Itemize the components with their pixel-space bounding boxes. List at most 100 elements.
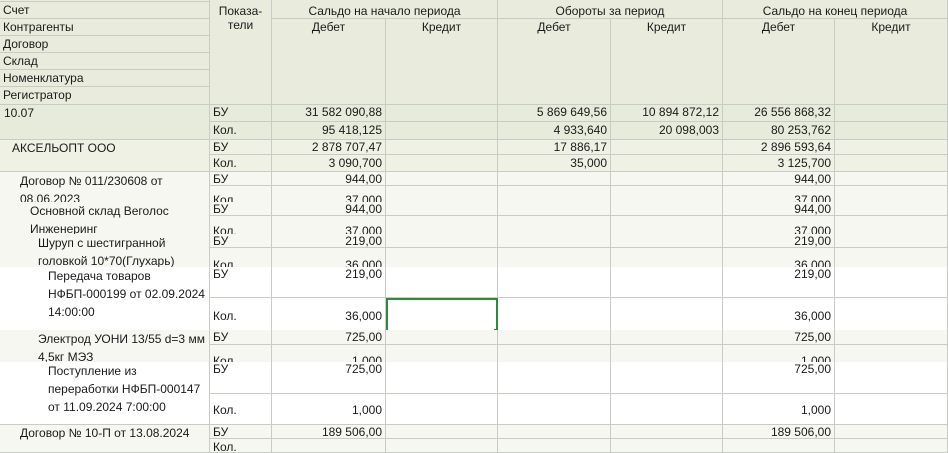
row-bu-value-0-2[interactable]: 5 869 649,56 bbox=[498, 105, 611, 122]
row-kol-value-1-3[interactable] bbox=[611, 155, 723, 172]
row-kol-value-1-1[interactable] bbox=[386, 155, 498, 172]
row-bu-value-1-1[interactable] bbox=[386, 140, 498, 155]
row-kol-value-8-2[interactable] bbox=[498, 439, 611, 453]
row-bu-value-2-4[interactable]: 944,00 bbox=[723, 172, 835, 186]
row-bu-value-0-4[interactable]: 26 556 868,32 bbox=[723, 105, 835, 122]
header-dim-1[interactable]: Контрагенты bbox=[0, 19, 210, 36]
header-debit-0[interactable]: Дебет bbox=[272, 19, 386, 105]
row-kol-value-7-3[interactable] bbox=[611, 394, 723, 425]
row-kol-value-8-0[interactable] bbox=[272, 439, 386, 453]
row-bu-value-3-5[interactable] bbox=[835, 202, 948, 216]
row-bu-value-2-3[interactable] bbox=[611, 172, 723, 186]
row-kol-value-7-1[interactable] bbox=[386, 394, 498, 425]
row-name-5[interactable]: Передача товаров НФБП-000199 от 02.09.20… bbox=[0, 267, 210, 333]
row-bu-value-8-2[interactable] bbox=[498, 425, 611, 439]
row-name-7[interactable]: Поступление из переработки НФБП-000147 о… bbox=[0, 362, 210, 425]
header-credit-2[interactable]: Кредит bbox=[835, 19, 948, 105]
row-bu-value-5-2[interactable] bbox=[498, 267, 611, 298]
row-bu-value-0-3[interactable]: 10 894 872,12 bbox=[611, 105, 723, 122]
row-bu-value-4-2[interactable] bbox=[498, 234, 611, 248]
row-bu-value-2-2[interactable] bbox=[498, 172, 611, 186]
row-kol-value-1-0[interactable]: 3 090,700 bbox=[272, 155, 386, 172]
row-bu-value-8-5[interactable] bbox=[835, 425, 948, 439]
row-bu-value-1-4[interactable]: 2 896 593,64 bbox=[723, 140, 835, 155]
header-debit-2[interactable]: Дебет bbox=[723, 19, 835, 105]
row-bu-value-7-3[interactable] bbox=[611, 362, 723, 394]
header-group-2[interactable]: Сальдо на конец периода bbox=[723, 0, 948, 19]
row-bu-value-0-0[interactable]: 31 582 090,88 bbox=[272, 105, 386, 122]
row-bu-value-0-1[interactable] bbox=[386, 105, 498, 122]
header-dim-5[interactable]: Регистратор bbox=[0, 87, 210, 105]
row-kol-value-5-2[interactable] bbox=[498, 298, 611, 333]
row-bu-value-3-0[interactable]: 944,00 bbox=[272, 202, 386, 216]
row-bu-value-2-1[interactable] bbox=[386, 172, 498, 186]
row-bu-value-8-4[interactable]: 189 506,00 bbox=[723, 425, 835, 439]
row-bu-value-2-0[interactable]: 944,00 bbox=[272, 172, 386, 186]
selected-cell[interactable] bbox=[386, 298, 498, 333]
row-bu-value-6-4[interactable]: 725,00 bbox=[723, 330, 835, 345]
row-bu-value-1-0[interactable]: 2 878 707,47 bbox=[272, 140, 386, 155]
row-bu-value-1-5[interactable] bbox=[835, 140, 948, 155]
header-dim-2[interactable]: Договор bbox=[0, 36, 210, 53]
row-kol-value-5-0[interactable]: 36,000 bbox=[272, 298, 386, 333]
header-dim-4[interactable]: Номенклатура bbox=[0, 70, 210, 87]
row-bu-value-7-0[interactable]: 725,00 bbox=[272, 362, 386, 394]
row-bu-value-2-5[interactable] bbox=[835, 172, 948, 186]
header-dim-3[interactable]: Склад bbox=[0, 53, 210, 70]
row-kol-value-5-3[interactable] bbox=[611, 298, 723, 333]
header-group-0[interactable]: Сальдо на начало периода bbox=[272, 0, 498, 19]
row-kol-value-8-5[interactable] bbox=[835, 439, 948, 453]
row-bu-value-5-0[interactable]: 219,00 bbox=[272, 267, 386, 298]
row-bu-value-4-4[interactable]: 219,00 bbox=[723, 234, 835, 248]
row-bu-value-0-5[interactable] bbox=[835, 105, 948, 122]
row-kol-value-1-5[interactable] bbox=[835, 155, 948, 172]
row-bu-value-3-1[interactable] bbox=[386, 202, 498, 216]
row-bu-value-6-1[interactable] bbox=[386, 330, 498, 345]
header-debit-1[interactable]: Дебет bbox=[498, 19, 611, 105]
row-name-0[interactable]: 10.07 bbox=[0, 105, 210, 140]
row-kol-value-1-2[interactable]: 35,000 bbox=[498, 155, 611, 172]
row-kol-value-8-4[interactable] bbox=[723, 439, 835, 453]
row-bu-value-7-2[interactable] bbox=[498, 362, 611, 394]
row-kol-value-7-4[interactable]: 1,000 bbox=[723, 394, 835, 425]
row-kol-value-0-2[interactable]: 4 933,640 bbox=[498, 122, 611, 140]
row-bu-value-8-1[interactable] bbox=[386, 425, 498, 439]
row-kol-value-0-3[interactable]: 20 098,003 bbox=[611, 122, 723, 140]
row-bu-value-1-3[interactable] bbox=[611, 140, 723, 155]
row-bu-value-8-0[interactable]: 189 506,00 bbox=[272, 425, 386, 439]
row-bu-value-7-5[interactable] bbox=[835, 362, 948, 394]
row-name-8[interactable]: Договор № 10-П от 13.08.2024 bbox=[0, 425, 210, 453]
row-bu-value-5-1[interactable] bbox=[386, 267, 498, 298]
row-bu-value-5-3[interactable] bbox=[611, 267, 723, 298]
row-kol-value-5-5[interactable] bbox=[835, 298, 948, 333]
header-credit-0[interactable]: Кредит bbox=[386, 19, 498, 105]
row-kol-value-0-5[interactable] bbox=[835, 122, 948, 140]
row-bu-value-8-3[interactable] bbox=[611, 425, 723, 439]
row-bu-value-7-4[interactable]: 725,00 bbox=[723, 362, 835, 394]
row-bu-value-6-0[interactable]: 725,00 bbox=[272, 330, 386, 345]
row-kol-value-7-0[interactable]: 1,000 bbox=[272, 394, 386, 425]
row-name-1[interactable]: АКСЕЛЬОПТ ООО bbox=[0, 140, 210, 172]
row-kol-value-0-1[interactable] bbox=[386, 122, 498, 140]
row-kol-value-5-4[interactable]: 36,000 bbox=[723, 298, 835, 333]
row-bu-value-4-5[interactable] bbox=[835, 234, 948, 248]
header-group-1[interactable]: Обороты за период bbox=[498, 0, 723, 19]
row-bu-value-5-5[interactable] bbox=[835, 267, 948, 298]
header-indicators[interactable]: Показа- тели bbox=[210, 0, 272, 105]
row-bu-value-6-3[interactable] bbox=[611, 330, 723, 345]
row-bu-value-5-4[interactable]: 219,00 bbox=[723, 267, 835, 298]
row-bu-value-6-5[interactable] bbox=[835, 330, 948, 345]
row-kol-value-8-3[interactable] bbox=[611, 439, 723, 453]
row-kol-value-0-4[interactable]: 80 253,762 bbox=[723, 122, 835, 140]
row-kol-value-8-1[interactable] bbox=[386, 439, 498, 453]
row-kol-value-1-4[interactable]: 3 125,700 bbox=[723, 155, 835, 172]
row-bu-value-4-0[interactable]: 219,00 bbox=[272, 234, 386, 248]
row-bu-value-6-2[interactable] bbox=[498, 330, 611, 345]
row-bu-value-3-2[interactable] bbox=[498, 202, 611, 216]
row-bu-value-3-4[interactable]: 944,00 bbox=[723, 202, 835, 216]
header-credit-1[interactable]: Кредит bbox=[611, 19, 723, 105]
row-bu-value-4-3[interactable] bbox=[611, 234, 723, 248]
row-kol-value-7-5[interactable] bbox=[835, 394, 948, 425]
row-kol-value-0-0[interactable]: 95 418,125 bbox=[272, 122, 386, 140]
row-bu-value-4-1[interactable] bbox=[386, 234, 498, 248]
